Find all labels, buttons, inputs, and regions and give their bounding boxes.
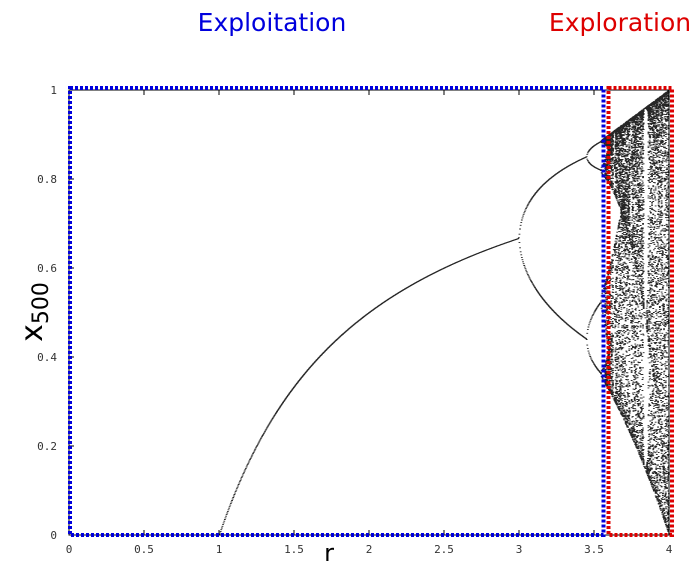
y-tick-label: 1 (50, 84, 57, 97)
x-axis-ticks: 0 0.5 1 1.5 2 2.5 3 3.5 4 (66, 90, 673, 556)
y-axis-label-subscript: 500 (29, 282, 54, 324)
y-tick-label: 0 (50, 529, 57, 542)
x-tick-label: 0.5 (134, 543, 154, 556)
exploration-region-box (606, 86, 674, 537)
x-tick-label: 1.5 (284, 543, 304, 556)
y-axis-label-base: x (15, 324, 50, 342)
y-tick-label: 0.6 (37, 262, 57, 275)
x-tick-label: 0 (66, 543, 73, 556)
y-axis-label: x500 (15, 282, 54, 342)
x-tick-label: 4 (666, 543, 673, 556)
exploitation-label: Exploitation (198, 8, 347, 37)
exploration-label: Exploration (549, 8, 691, 37)
y-tick-label: 0.4 (37, 351, 57, 364)
y-axis-ticks: 0 0.2 0.4 0.6 0.8 1 (37, 84, 669, 542)
x-tick-label: 1 (216, 543, 223, 556)
svg-text:x500: x500 (15, 282, 54, 342)
exploitation-region-box (68, 86, 606, 537)
x-axis-label: r (324, 539, 334, 561)
y-tick-label: 0.8 (37, 173, 57, 186)
x-tick-label: 3.5 (584, 543, 604, 556)
x-tick-label: 2 (366, 543, 373, 556)
x-tick-label: 2.5 (434, 543, 454, 556)
x-tick-label: 3 (516, 543, 523, 556)
bifurcation-point-cloud (68, 90, 670, 536)
y-tick-label: 0.2 (37, 440, 57, 453)
bifurcation-points (68, 90, 670, 536)
